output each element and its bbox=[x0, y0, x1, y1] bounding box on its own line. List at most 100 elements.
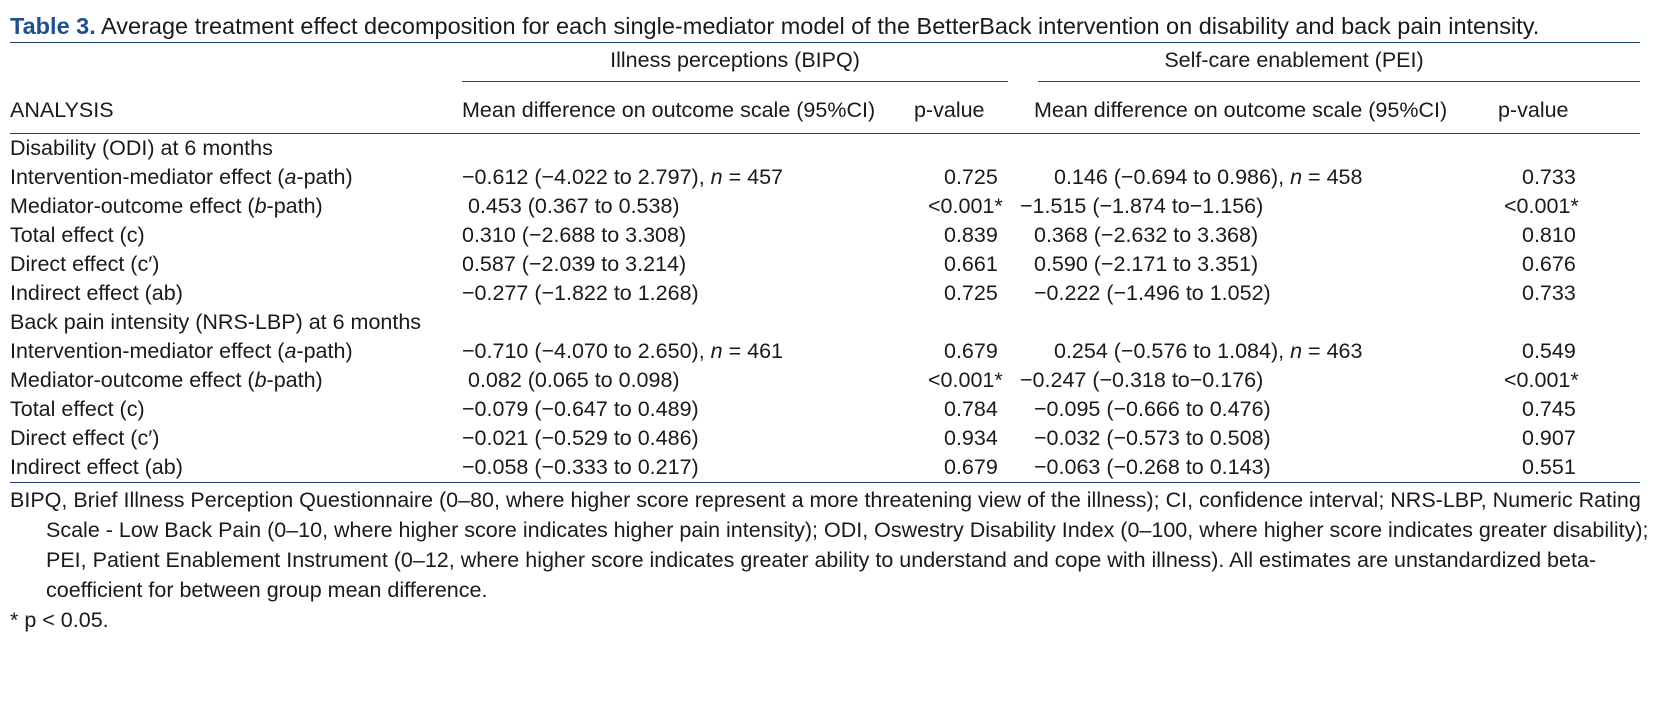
row-label-path: a bbox=[284, 165, 297, 189]
row-label-pre: Mediator-outcome effect ( bbox=[10, 194, 255, 218]
bottom-rule bbox=[10, 482, 1640, 483]
n-label: n bbox=[1290, 339, 1303, 363]
p-pei: 0.549 bbox=[1522, 339, 1576, 363]
ci-pei: 0.368 (−2.632 to 3.368) bbox=[1014, 221, 1470, 250]
table-body: Disability (ODI) at 6 months Intervention… bbox=[10, 134, 1640, 483]
table-footnotes: BIPQ, Brief Illness Perception Questionn… bbox=[10, 485, 1649, 635]
table-row: Mediator-outcome effect (b-path) 0.082 (0… bbox=[10, 366, 1640, 395]
table-figure: Table 3. Average treatment effect decomp… bbox=[10, 13, 1649, 635]
p-bipq: 0.661 bbox=[944, 252, 998, 276]
row-label-post: -path) bbox=[266, 194, 323, 218]
ci-bipq: −0.612 (−4.022 to 2.797), n = 457 bbox=[462, 163, 910, 192]
table-row: Total effect (c) 0.310 (−2.688 to 3.308) 0… bbox=[10, 221, 1640, 250]
ci-bipq: −0.021 (−0.529 to 0.486) bbox=[462, 424, 910, 453]
ci-bipq-value: −0.079 (−0.647 to 0.489) bbox=[462, 397, 699, 421]
row-label-pre: Intervention-mediator effect ( bbox=[10, 339, 285, 363]
header-p-bipq: p-value bbox=[914, 97, 985, 122]
p-bipq: <0.001* bbox=[928, 194, 1003, 218]
section-label: Disability (ODI) at 6 months bbox=[10, 136, 273, 160]
ci-pei-value: −0.095 (−0.666 to 0.476) bbox=[1034, 397, 1271, 421]
table-row: Total effect (c) −0.079 (−0.647 to 0.489)… bbox=[10, 395, 1640, 424]
n-value-pei: 463 bbox=[1326, 339, 1363, 363]
row-label: Indirect effect (ab) bbox=[10, 455, 183, 479]
row-label: Total effect (c) bbox=[10, 223, 145, 247]
ci-bipq: 0.310 (−2.688 to 3.308) bbox=[462, 221, 910, 250]
table-row: Direct effect (c′) −0.021 (−0.529 to 0.48… bbox=[10, 424, 1640, 453]
ci-pei-value: 0.368 (−2.632 to 3.368) bbox=[1034, 223, 1259, 247]
ci-pei: −0.247 (−0.318 to−0.176) bbox=[1014, 366, 1470, 395]
p-bipq: 0.839 bbox=[944, 223, 998, 247]
n-value-pei: 458 bbox=[1326, 165, 1363, 189]
ci-bipq: −0.710 (−4.070 to 2.650), n = 461 bbox=[462, 337, 910, 366]
p-bipq: 0.934 bbox=[944, 426, 998, 450]
p-bipq: 0.679 bbox=[944, 339, 998, 363]
table-row: Direct effect (c′) 0.587 (−2.039 to 3.214… bbox=[10, 250, 1640, 279]
caption-text: Average treatment effect decomposition f… bbox=[95, 13, 1540, 39]
group-header-pei: Self-care enablement (PEI) bbox=[1014, 43, 1640, 87]
p-pei: <0.001* bbox=[1504, 368, 1579, 392]
abbreviation-footnote: BIPQ, Brief Illness Perception Questionn… bbox=[10, 488, 1649, 602]
ci-pei-value: −0.247 (−0.318 to−0.176) bbox=[1020, 368, 1264, 392]
n-value-bipq: 457 bbox=[747, 165, 783, 189]
caption-label: Table 3. bbox=[10, 13, 96, 39]
ci-pei: −0.063 (−0.268 to 0.143) bbox=[1014, 453, 1470, 482]
row-label: Direct effect (c′) bbox=[10, 252, 160, 276]
header-analysis: ANALYSIS bbox=[10, 97, 114, 122]
row-label-post: -path) bbox=[266, 368, 323, 392]
p-pei: 0.907 bbox=[1522, 426, 1576, 450]
p-pei: 0.810 bbox=[1522, 223, 1576, 247]
group-label-pei: Self-care enablement (PEI) bbox=[1164, 48, 1424, 72]
ci-bipq: 0.082 (0.065 to 0.098) bbox=[462, 366, 910, 395]
header-p-pei: p-value bbox=[1498, 97, 1569, 122]
ci-bipq: −0.058 (−0.333 to 0.217) bbox=[462, 453, 910, 482]
row-label: Indirect effect (ab) bbox=[10, 281, 183, 305]
ci-bipq-value: −0.612 (−4.022 to 2.797), bbox=[462, 165, 711, 189]
top-rule bbox=[10, 42, 1640, 43]
n-equals: = bbox=[722, 165, 748, 189]
row-label-pre: Intervention-mediator effect ( bbox=[10, 165, 285, 189]
p-bipq: 0.725 bbox=[944, 281, 998, 305]
ci-pei: 0.590 (−2.171 to 3.351) bbox=[1014, 250, 1470, 279]
ci-pei: −0.222 (−1.496 to 1.052) bbox=[1014, 279, 1470, 308]
p-pei: <0.001* bbox=[1504, 194, 1579, 218]
table-row: Intervention-mediator effect (a-path) −0.… bbox=[10, 163, 1640, 192]
p-bipq: 0.784 bbox=[944, 397, 998, 421]
ci-bipq-value: 0.587 (−2.039 to 3.214) bbox=[462, 252, 687, 276]
row-label: Total effect (c) bbox=[10, 397, 145, 421]
ci-pei: −0.095 (−0.666 to 0.476) bbox=[1014, 395, 1470, 424]
section-label: Back pain intensity (NRS-LBP) at 6 month… bbox=[10, 310, 422, 334]
table-row: Mediator-outcome effect (b-path) 0.453 (0… bbox=[10, 192, 1640, 221]
header-md-bipq: Mean difference on outcome scale (95%CI) bbox=[462, 97, 876, 122]
row-label-pre: Mediator-outcome effect ( bbox=[10, 368, 255, 392]
n-value-bipq: 461 bbox=[747, 339, 783, 363]
p-pei: 0.676 bbox=[1522, 252, 1576, 276]
ci-pei-value: 0.146 (−0.694 to 0.986), bbox=[1054, 165, 1291, 189]
ci-bipq: −0.277 (−1.822 to 1.268) bbox=[462, 279, 910, 308]
ci-bipq: −0.079 (−0.647 to 0.489) bbox=[462, 395, 910, 424]
ci-bipq: 0.453 (0.367 to 0.538) bbox=[462, 192, 910, 221]
row-label: Intervention-mediator effect (a-path) bbox=[10, 337, 462, 366]
ci-pei: −1.515 (−1.874 to−1.156) bbox=[1014, 192, 1470, 221]
ci-bipq-value: 0.310 (−2.688 to 3.308) bbox=[462, 223, 687, 247]
ci-pei: −0.032 (−0.573 to 0.508) bbox=[1014, 424, 1470, 453]
row-label: Intervention-mediator effect (a-path) bbox=[10, 163, 462, 192]
ci-pei-value: −1.515 (−1.874 to−1.156) bbox=[1020, 194, 1264, 218]
ci-pei-value: 0.590 (−2.171 to 3.351) bbox=[1034, 252, 1259, 276]
ci-pei-value: −0.063 (−0.268 to 0.143) bbox=[1034, 455, 1271, 479]
ci-bipq-value: 0.453 (0.367 to 0.538) bbox=[468, 194, 680, 218]
table-row: Intervention-mediator effect (a-path) −0.… bbox=[10, 337, 1640, 366]
row-label: Mediator-outcome effect (b-path) bbox=[10, 366, 462, 395]
table-row: Indirect effect (ab) −0.277 (−1.822 to 1.… bbox=[10, 279, 1640, 308]
p-bipq: 0.679 bbox=[944, 455, 998, 479]
section-row: Back pain intensity (NRS-LBP) at 6 month… bbox=[10, 308, 1640, 337]
header-md-pei: Mean difference on outcome scale (95%CI) bbox=[1034, 97, 1448, 122]
row-label: Mediator-outcome effect (b-path) bbox=[10, 192, 462, 221]
n-equals: = bbox=[1302, 339, 1327, 363]
ci-bipq-value: −0.277 (−1.822 to 1.268) bbox=[462, 281, 699, 305]
row-label-path: a bbox=[284, 339, 297, 363]
column-header-row: ANALYSIS Mean difference on outcome scal… bbox=[10, 87, 1640, 134]
group-header-bipq: Illness perceptions (BIPQ) bbox=[462, 43, 1014, 87]
p-pei: 0.745 bbox=[1522, 397, 1576, 421]
ci-bipq-value: −0.710 (−4.070 to 2.650), bbox=[462, 339, 711, 363]
n-label: n bbox=[710, 165, 723, 189]
